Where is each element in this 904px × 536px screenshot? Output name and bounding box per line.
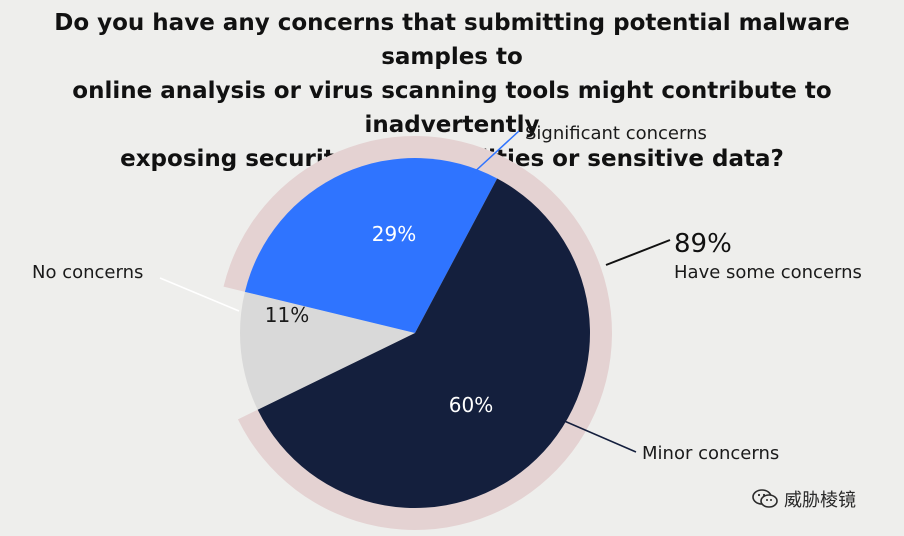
value-label-no-concerns: 11%	[265, 303, 309, 327]
wechat-icon	[752, 489, 778, 508]
value-label-minor: 60%	[449, 393, 493, 417]
watermark-text: 威胁棱镜	[784, 490, 856, 511]
title-line-1: Do you have any concerns that submitting…	[54, 10, 850, 70]
pie-slice-significant-concerns	[244, 157, 498, 333]
slice-label-no-concerns: No concerns	[32, 262, 143, 283]
pie-slice-no-concerns	[240, 291, 415, 410]
group-text-label: Have some concerns	[674, 262, 862, 283]
leader-line-minor	[561, 419, 637, 453]
group-value-label: 89%	[674, 229, 732, 259]
title-line-2: online analysis or virus scanning tools …	[72, 78, 832, 138]
leader-line-group	[605, 239, 671, 266]
slice-label-significant: Significant concerns	[525, 123, 707, 144]
value-label-significant: 29%	[372, 222, 416, 246]
leader-line-significant	[469, 130, 520, 177]
slice-label-minor: Minor concerns	[642, 443, 779, 464]
watermark: 威胁棱镜	[752, 486, 856, 512]
pie-slice-minor-concerns	[257, 178, 590, 508]
leader-line-no-concerns	[159, 277, 240, 312]
